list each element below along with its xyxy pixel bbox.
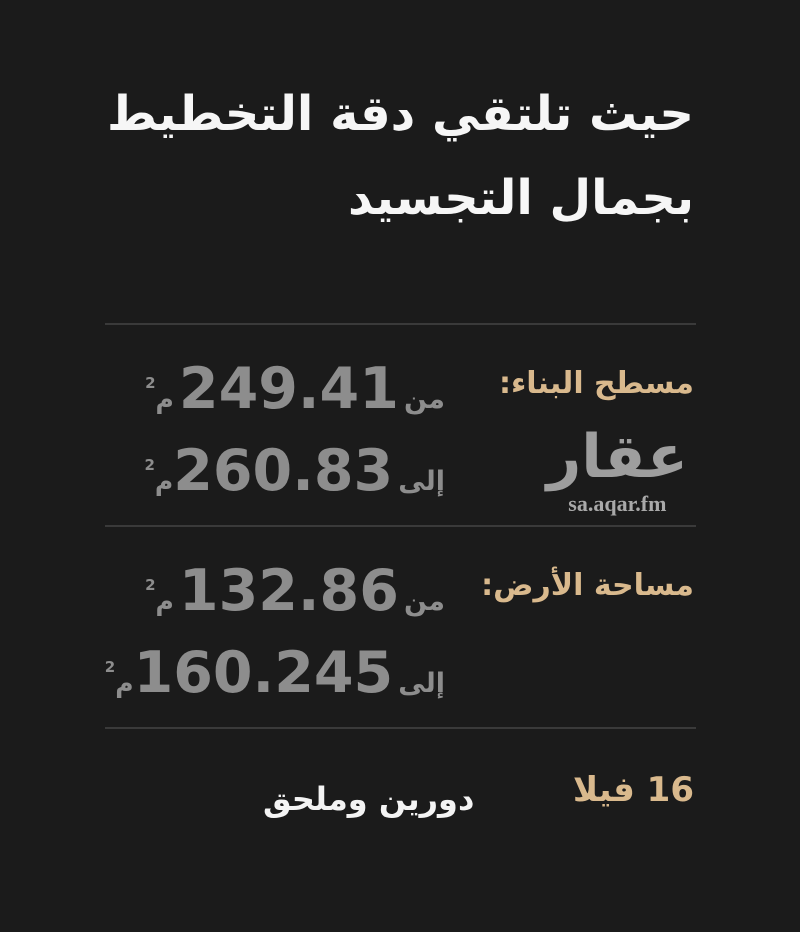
- divider-top: [105, 323, 696, 325]
- building-from-value: 249.41: [178, 356, 401, 422]
- to-label: إلى: [398, 668, 445, 699]
- land-from-value: 132.86: [178, 558, 401, 624]
- square-meter-unit: م2: [144, 456, 174, 496]
- building-area-label: مسطح البناء:: [498, 366, 694, 401]
- title-line-2: بجمال التجسيد: [347, 170, 694, 226]
- square-meter-unit: م2: [104, 658, 134, 698]
- aqar-website-url: sa.aqar.fm: [568, 491, 667, 516]
- building-to-line: إلى 260.83م2: [144, 434, 445, 516]
- building-from-line: من 249.41 م2: [144, 352, 445, 434]
- floors-description: دورين وملحق: [263, 780, 475, 818]
- square-meter-unit: م2: [145, 576, 174, 616]
- villa-count: 16 فيلا: [572, 770, 694, 810]
- from-label: من: [403, 384, 445, 415]
- aqar-logo: عقار sa.aqar.fm: [547, 424, 688, 516]
- land-to-value: 160.245: [133, 640, 396, 706]
- title-line-1: حيث تلتقي دقة التخطيط: [106, 86, 694, 142]
- land-area-label: مساحة الأرض:: [481, 568, 694, 603]
- poster-title: حيث تلتقي دقة التخطيط بجمال التجسيد: [100, 72, 694, 240]
- square-meter-unit: م2: [145, 374, 174, 414]
- to-label: إلى: [398, 466, 445, 497]
- land-to-line: إلى 160.245م2: [105, 636, 445, 718]
- aqar-wordmark: عقار: [546, 422, 688, 492]
- from-label: من: [403, 586, 445, 617]
- land-area-values: من 132.86 م2 إلى 160.245م2: [105, 554, 445, 718]
- building-area-values: من 249.41 م2 إلى 260.83م2: [144, 352, 445, 516]
- divider-middle: [105, 525, 696, 527]
- land-from-line: من 132.86 م2: [105, 554, 445, 636]
- building-to-value: 260.83: [173, 438, 395, 504]
- divider-bottom: [105, 727, 696, 729]
